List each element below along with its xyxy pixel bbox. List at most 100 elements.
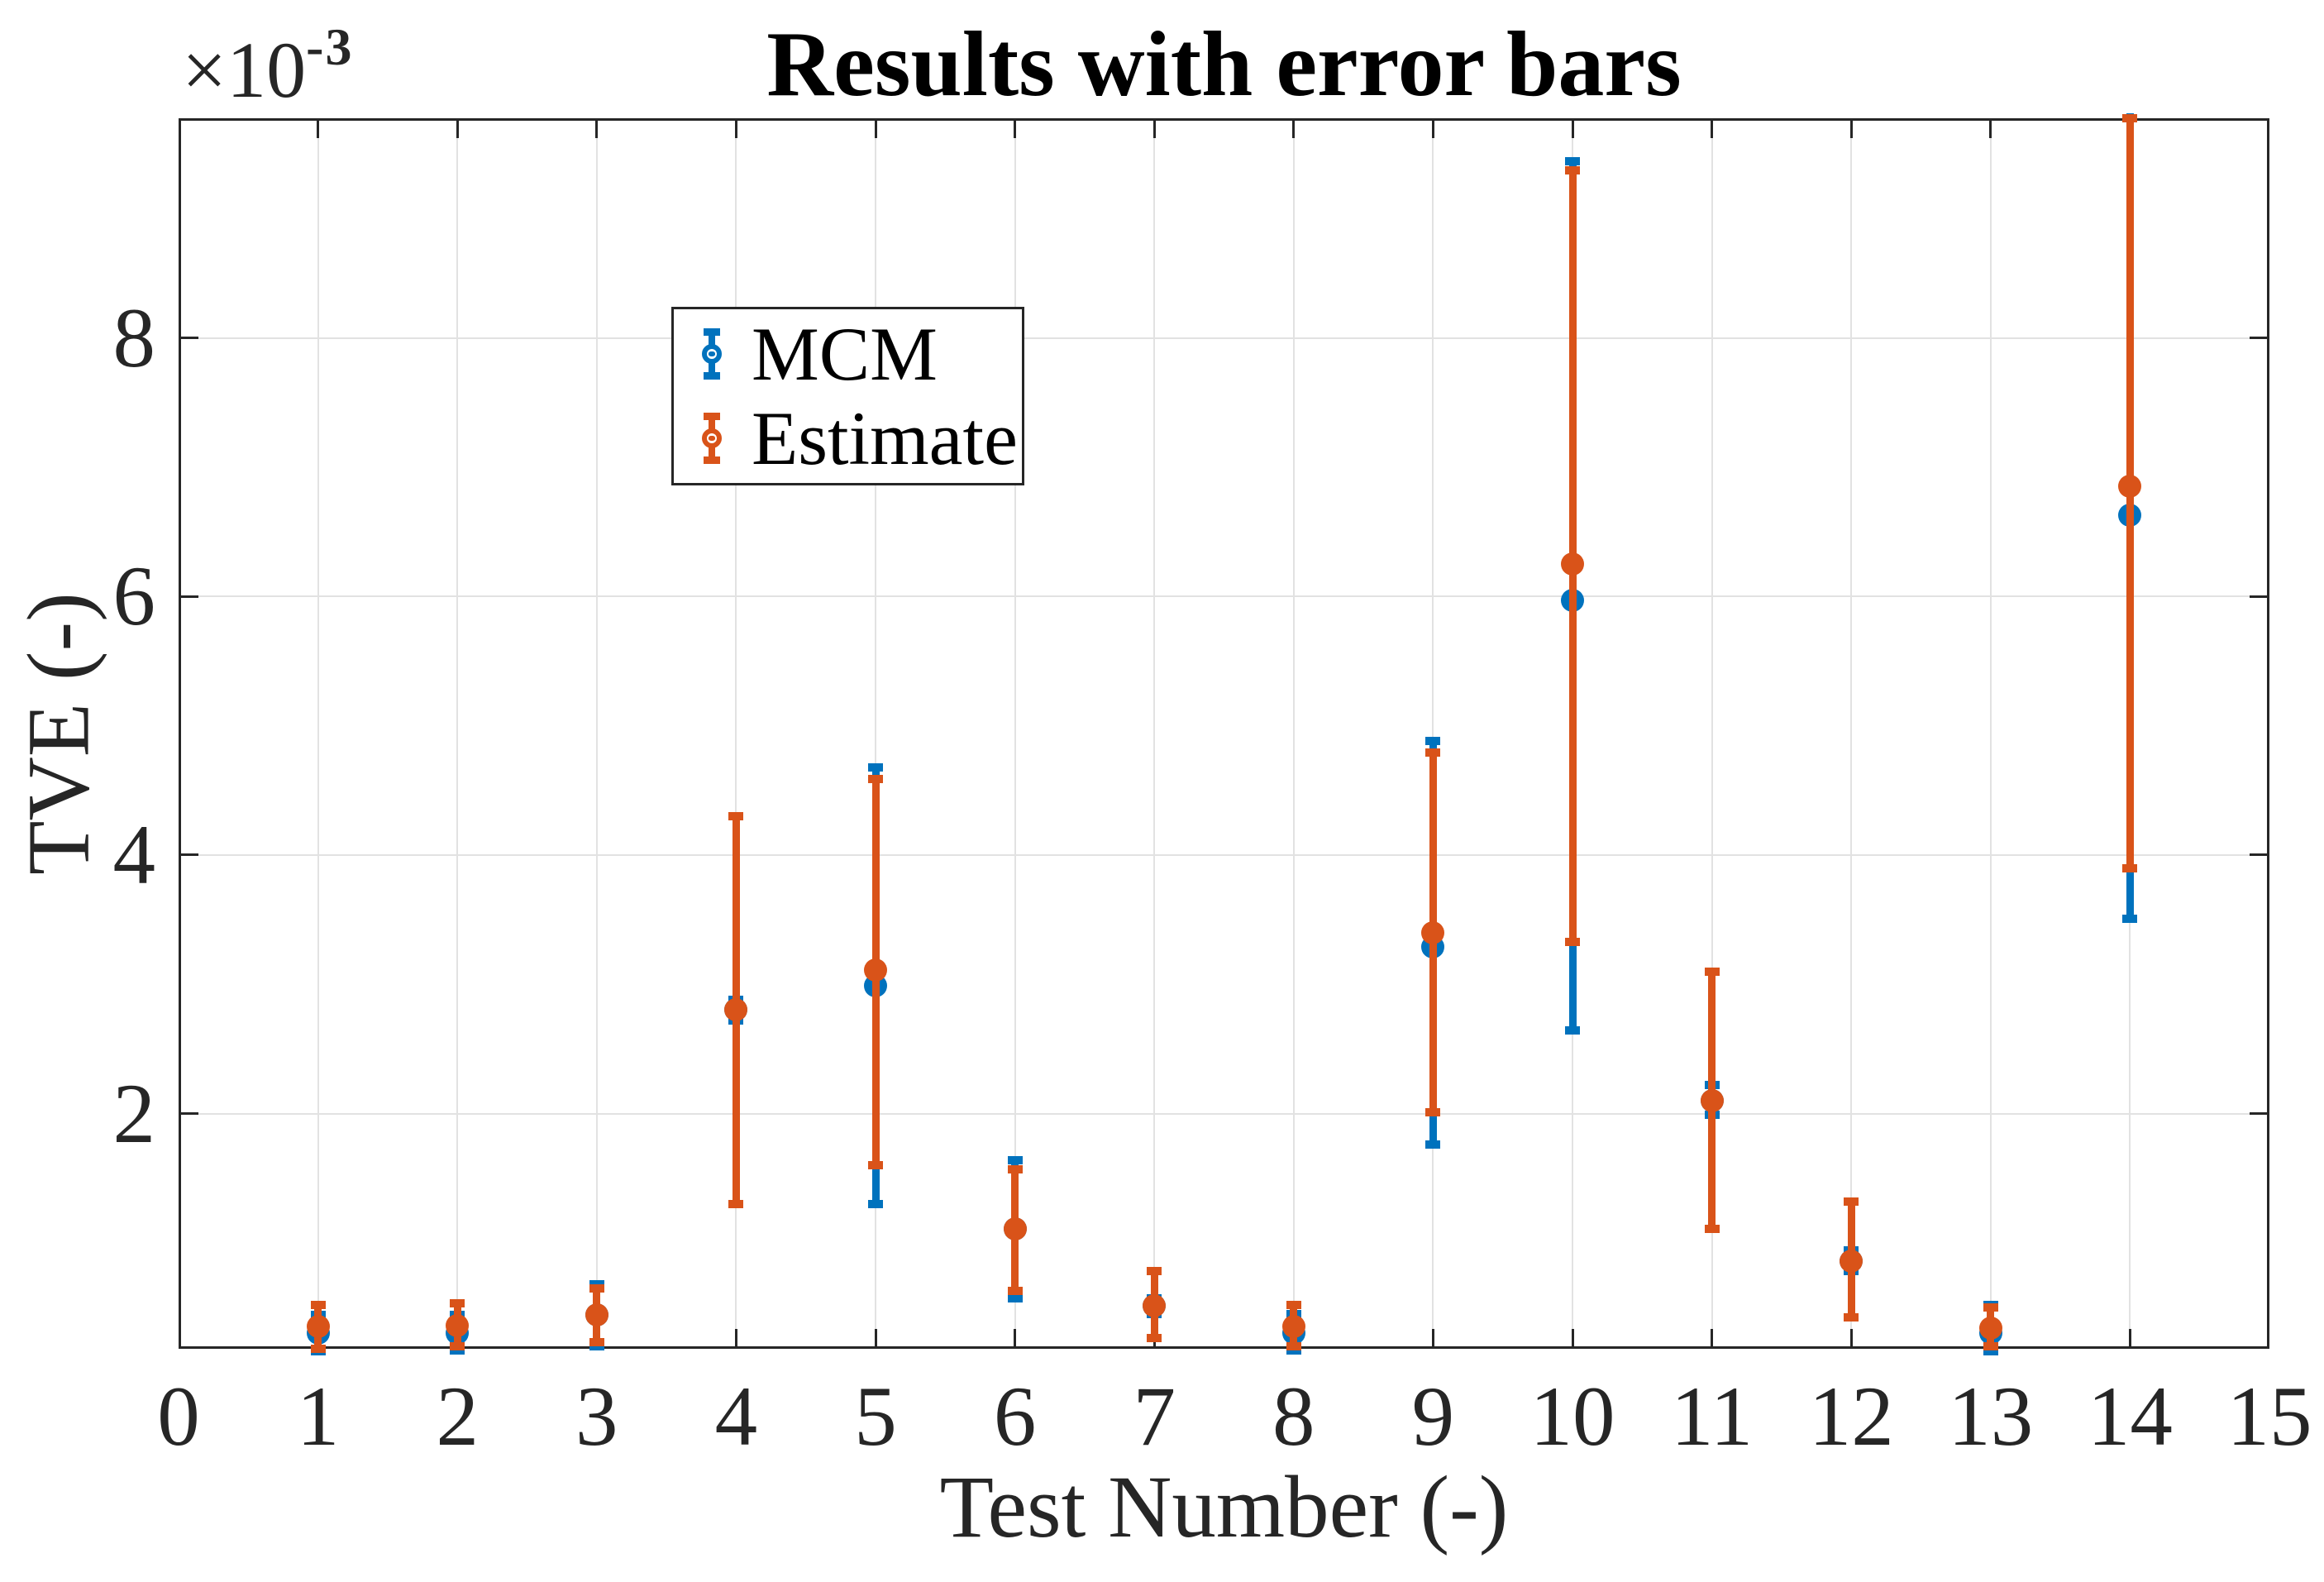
estimate-marker-t4 <box>724 998 748 1022</box>
chart-title: Results with error bars <box>766 13 1682 116</box>
estimate-errorbar-cap-top-t14 <box>2122 114 2138 122</box>
legend-icon-center-dot <box>709 436 715 441</box>
estimate-errorbar-cap-bottom-t7 <box>1147 1334 1162 1343</box>
mcm-errorbar-cap-bottom-t14 <box>2122 914 2138 923</box>
x-tick-bottom-14 <box>2128 1329 2131 1349</box>
x-tick-label-5: 5 <box>854 1369 897 1464</box>
estimate-marker-t10 <box>1561 552 1584 576</box>
estimate-errorbar-cap-top-t12 <box>1844 1197 1859 1206</box>
estimate-errorbar-cap-top-t10 <box>1565 165 1580 174</box>
x-tick-top-2 <box>456 118 459 138</box>
y-tick-right-4 <box>2250 853 2269 857</box>
estimate-errorbar-cap-bottom-t8 <box>1286 1341 1301 1350</box>
x-tick-bottom-5 <box>874 1329 877 1349</box>
x-tick-label-6: 6 <box>993 1369 1037 1464</box>
estimate-marker-t14 <box>2118 475 2142 499</box>
x-tick-bottom-6 <box>1014 1329 1017 1349</box>
y-axis-title: TVE (-) <box>10 592 108 875</box>
estimate-marker-t3 <box>585 1303 608 1327</box>
estimate-errorbar-cap-bottom-t14 <box>2122 863 2138 872</box>
gridline-vertical-12 <box>1850 118 1853 1349</box>
x-tick-label-8: 8 <box>1272 1369 1315 1464</box>
x-tick-top-3 <box>595 118 599 138</box>
x-axis-title: Test Number (-) <box>939 1459 1509 1556</box>
estimate-errorbar-cap-top-t5 <box>868 774 883 783</box>
estimate-errorbar-cap-top-t4 <box>728 812 744 821</box>
y-tick-left-2 <box>179 1112 198 1116</box>
x-tick-top-6 <box>1014 118 1017 138</box>
gridline-vertical-8 <box>1292 118 1295 1349</box>
mcm-errorbar-cap-top-t10 <box>1565 156 1580 165</box>
estimate-marker-t8 <box>1281 1315 1305 1339</box>
mcm-errorbar-cap-top-t6 <box>1007 1155 1023 1164</box>
x-tick-label-2: 2 <box>436 1369 479 1464</box>
estimate-errorbar-cap-bottom-t13 <box>1983 1341 1998 1350</box>
gridline-vertical-11 <box>1711 118 1713 1349</box>
x-tick-bottom-4 <box>734 1329 737 1349</box>
mcm-errorbar-cap-top-t5 <box>868 762 883 772</box>
gridline-vertical-13 <box>1989 118 1992 1349</box>
legend-item-mcm: MCM <box>674 312 1022 396</box>
gridline-horizontal-2 <box>179 1112 2269 1115</box>
x-tick-bottom-11 <box>1711 1329 1714 1349</box>
gridline-horizontal-8 <box>179 337 2269 339</box>
mcm-errorbar-cap-bottom-t13 <box>1983 1347 1998 1356</box>
estimate-errorbar-cap-top-t6 <box>1007 1164 1023 1173</box>
x-tick-bottom-10 <box>1571 1329 1574 1349</box>
legend-errorbar-icon-estimate <box>702 413 722 464</box>
estimate-errorbar-cap-bottom-t5 <box>868 1161 883 1170</box>
y-axis-exponent-power: -3 <box>306 17 354 76</box>
legend-label-estimate: Estimate <box>752 396 1018 480</box>
estimate-errorbar-cap-bottom-t11 <box>1704 1224 1720 1233</box>
x-tick-top-4 <box>734 118 737 138</box>
y-tick-left-6 <box>179 595 198 598</box>
x-tick-label-3: 3 <box>575 1369 618 1464</box>
gridline-vertical-5 <box>875 118 876 1349</box>
estimate-errorbar-cap-top-t9 <box>1425 748 1441 758</box>
estimate-marker-t13 <box>1978 1316 2002 1340</box>
y-tick-right-2 <box>2250 1112 2269 1116</box>
estimate-errorbar-cap-bottom-t10 <box>1565 937 1580 946</box>
y-tick-label-2: 2 <box>112 1066 156 1161</box>
plot-axes-box <box>179 118 2269 1349</box>
legend-icon-cap-bottom <box>704 372 720 380</box>
y-tick-left-8 <box>179 337 198 340</box>
x-tick-label-4: 4 <box>714 1369 758 1464</box>
x-tick-top-7 <box>1152 118 1156 138</box>
estimate-errorbar-cap-top-t7 <box>1147 1267 1162 1276</box>
x-tick-label-14: 14 <box>2087 1369 2173 1464</box>
estimate-errorbar-cap-top-t3 <box>589 1283 604 1293</box>
gridline-vertical-6 <box>1014 118 1016 1349</box>
estimate-marker-t2 <box>446 1313 470 1337</box>
legend-box: MCM Estimate <box>671 307 1024 485</box>
legend-errorbar-icon-mcm <box>702 328 722 380</box>
estimate-errorbar-cap-top-t8 <box>1286 1300 1301 1309</box>
x-tick-label-12: 12 <box>1808 1369 1894 1464</box>
estimate-errorbar-cap-bottom-t6 <box>1007 1286 1023 1295</box>
gridline-vertical-4 <box>735 118 737 1349</box>
x-tick-label-15: 15 <box>2226 1369 2312 1464</box>
y-tick-left-4 <box>179 853 198 857</box>
gridline-horizontal-6 <box>179 595 2269 598</box>
estimate-marker-t11 <box>1700 1088 1724 1112</box>
x-tick-top-11 <box>1711 118 1714 138</box>
x-tick-label-10: 10 <box>1529 1369 1615 1464</box>
y-tick-label-8: 8 <box>112 290 156 385</box>
x-tick-top-8 <box>1292 118 1296 138</box>
y-tick-label-6: 6 <box>112 549 156 644</box>
estimate-marker-t9 <box>1421 920 1445 944</box>
y-tick-label-4: 4 <box>112 807 156 902</box>
x-tick-bottom-9 <box>1431 1329 1434 1349</box>
mcm-errorbar-cap-bottom-t5 <box>868 1199 883 1208</box>
x-tick-top-12 <box>1849 118 1853 138</box>
estimate-marker-t12 <box>1840 1249 1863 1273</box>
x-tick-top-9 <box>1431 118 1434 138</box>
legend-item-estimate: Estimate <box>674 396 1022 480</box>
y-axis-exponent-base: ×10 <box>182 26 307 114</box>
estimate-errorbar-cap-bottom-t1 <box>310 1345 326 1353</box>
legend-icon-cap-bottom <box>704 456 720 464</box>
estimate-errorbar-cap-bottom-t9 <box>1425 1107 1441 1116</box>
mcm-errorbar-cap-bottom-t10 <box>1565 1026 1580 1035</box>
